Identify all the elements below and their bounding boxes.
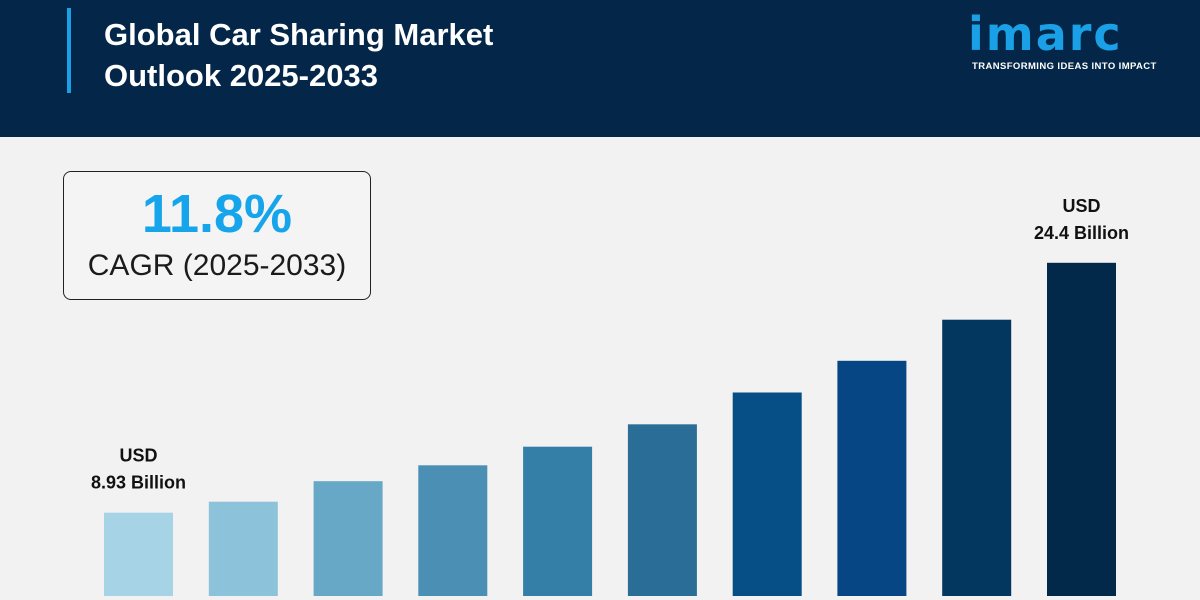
bar-10: [1047, 262, 1116, 596]
page-title: Global Car Sharing Market Outlook 2025-2…: [104, 14, 664, 96]
logo-tagline: TRANSFORMING IDEAS INTO IMPACT: [972, 61, 1157, 72]
value-label-amount-1: 8.93 Billion: [91, 473, 186, 493]
bar-6: [627, 424, 697, 596]
title-line-2: Outlook 2025-2033: [104, 58, 378, 93]
value-label-currency-2: USD: [1062, 196, 1100, 216]
title-line-1: Global Car Sharing Market: [104, 17, 494, 52]
bar-5: [523, 446, 593, 596]
header-banner: Global Car Sharing Market Outlook 2025-2…: [0, 0, 1200, 137]
bar-4: [418, 465, 488, 596]
imarc-logo: imarc TRANSFORMING IDEAS INTO IMPACT: [968, 8, 1184, 74]
cagr-label: CAGR (2025-2033): [87, 249, 347, 282]
bar-2: [208, 501, 278, 596]
value-label-amount-2: 24.4 Billion: [1034, 223, 1129, 243]
bar-9: [942, 319, 1012, 596]
bar-8: [837, 360, 907, 596]
logo-wordmark: imarc: [968, 7, 1123, 61]
cagr-box: 11.8% CAGR (2025-2033): [63, 171, 371, 300]
cagr-value: 11.8%: [141, 184, 293, 244]
bar-7: [732, 392, 802, 596]
bar-3: [313, 481, 383, 596]
bar-1: [104, 512, 173, 596]
header-accent-bar: [67, 8, 71, 93]
value-label-currency-1: USD: [119, 446, 157, 466]
